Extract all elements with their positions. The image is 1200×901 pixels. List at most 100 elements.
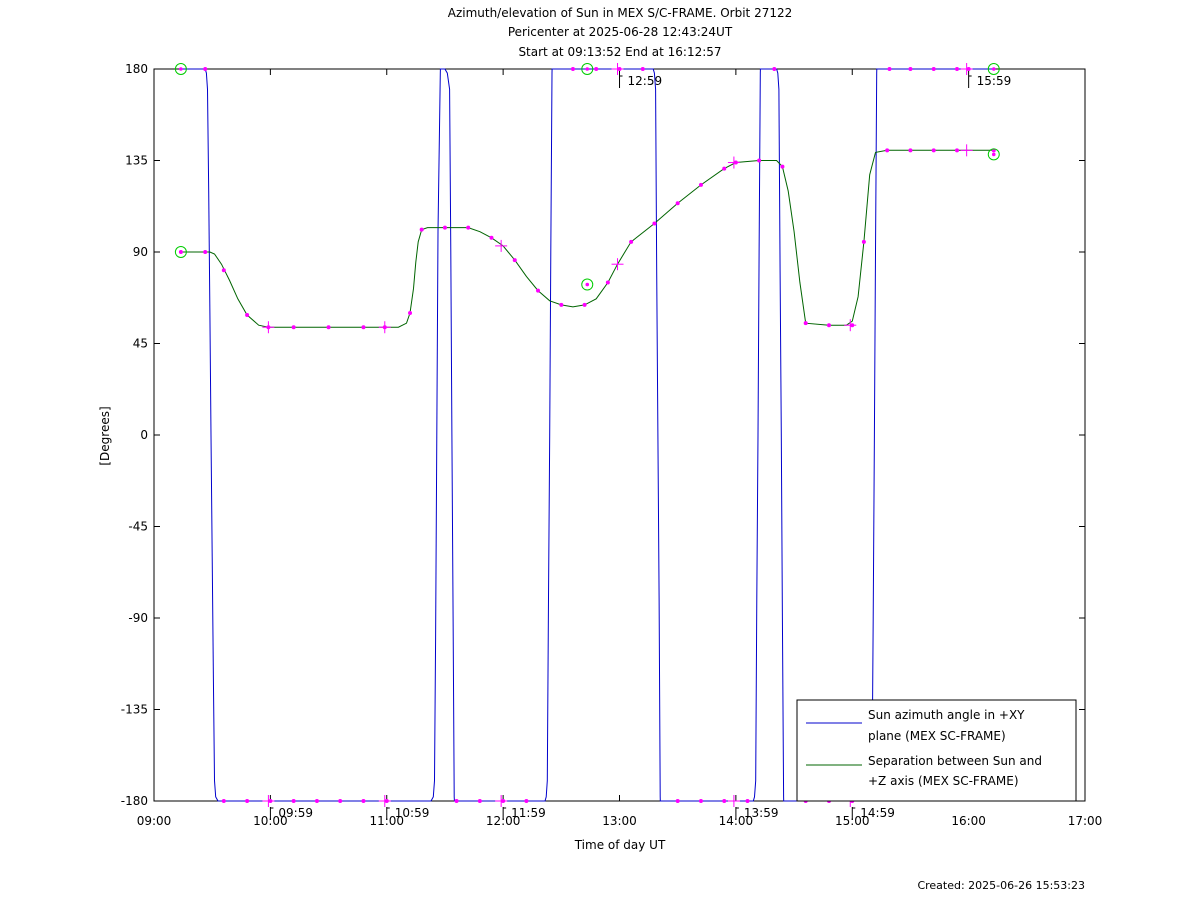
azimuth-marker-point bbox=[245, 799, 250, 803]
separation-marker-point bbox=[931, 148, 936, 153]
separation-marker-point bbox=[861, 239, 866, 244]
azimuth-marker-point bbox=[698, 799, 703, 803]
event-circle-center bbox=[179, 67, 183, 71]
x-axis-label: Time of day UT bbox=[574, 838, 666, 852]
created-timestamp: Created: 2025-06-26 15:53:23 bbox=[917, 879, 1085, 892]
separation-marker-point bbox=[675, 201, 680, 206]
separation-marker-point bbox=[361, 325, 366, 330]
event-circle-center bbox=[585, 67, 590, 71]
separation-marker-point bbox=[419, 227, 424, 232]
plot-frame bbox=[153, 68, 1086, 802]
time-annotation-label: 12:59 bbox=[628, 74, 663, 88]
y-tick-label: 45 bbox=[133, 337, 148, 351]
azimuth-marker-point bbox=[745, 799, 750, 803]
x-tick-label: 12:00 bbox=[486, 814, 521, 828]
series-line-azimuth bbox=[180, 68, 994, 802]
azimuth-marker-point bbox=[203, 67, 208, 71]
azimuth-marker-point bbox=[772, 67, 777, 71]
series-line-separation bbox=[180, 149, 994, 328]
azimuth-marker-point bbox=[908, 67, 913, 71]
azimuth-marker-point bbox=[954, 67, 959, 71]
x-tick-label: 09:00 bbox=[137, 814, 172, 828]
separation-marker-point bbox=[885, 148, 890, 153]
separation-marker-point bbox=[908, 148, 913, 153]
separation-marker-point bbox=[698, 182, 703, 187]
x-tick-label: 16:00 bbox=[951, 814, 986, 828]
separation-marker-point bbox=[489, 235, 494, 240]
event-circle bbox=[581, 278, 594, 291]
x-tick-label: 14:00 bbox=[719, 814, 754, 828]
separation-marker-point bbox=[826, 323, 831, 328]
y-tick-label: -45 bbox=[128, 520, 148, 534]
time-annotation-label: 10:59 bbox=[395, 806, 430, 820]
time-annotation-label: 14:59 bbox=[860, 806, 895, 820]
y-tick-label: -90 bbox=[128, 611, 148, 625]
separation-marker-point bbox=[629, 239, 634, 244]
azimuth-marker-point bbox=[594, 67, 599, 71]
legend-label-azimuth-line-2: plane (MEX SC-FRAME) bbox=[868, 729, 1006, 743]
x-tick-label: 13:00 bbox=[602, 814, 637, 828]
azimuth-marker-point bbox=[722, 799, 727, 803]
azimuth-marker-point bbox=[570, 67, 575, 71]
separation-marker-point bbox=[466, 225, 471, 230]
event-circle-center bbox=[991, 67, 996, 71]
time-annotation-label: 15:59 bbox=[977, 74, 1012, 88]
separation-marker-point bbox=[326, 325, 331, 330]
event-circle bbox=[174, 246, 187, 258]
azimuth-marker-point bbox=[887, 67, 892, 71]
time-annotation-label: 11:59 bbox=[511, 806, 546, 820]
separation-marker-point bbox=[582, 302, 587, 307]
x-tick-label: 15:00 bbox=[835, 814, 870, 828]
separation-marker-point bbox=[203, 250, 208, 254]
separation-marker-point bbox=[722, 166, 727, 171]
plot-area: 09:00 10:00 11:00 12:00 13:00 14:00 15:00 16:00… bbox=[121, 62, 1103, 828]
chart-title-line-3: Start at 09:13:52 End at 16:12:57 bbox=[518, 45, 721, 59]
legend-label-azimuth-line-1: Sun azimuth angle in +XY bbox=[868, 708, 1025, 722]
x-tick-label: 17:00 bbox=[1068, 814, 1103, 828]
azimuth-marker-point bbox=[477, 799, 482, 803]
legend-label-separation-line-1: Separation between Sun and bbox=[868, 754, 1042, 768]
event-circle bbox=[987, 63, 1000, 75]
azimuth-marker-point bbox=[524, 799, 529, 803]
y-tick-label: 180 bbox=[125, 62, 148, 76]
x-tick-label: 10:00 bbox=[253, 814, 288, 828]
event-circle-center bbox=[179, 250, 183, 254]
time-annotation-label: 09:59 bbox=[278, 806, 313, 820]
y-tick-label: 90 bbox=[133, 245, 148, 259]
separation-marker-point bbox=[559, 302, 564, 307]
separation-marker-point bbox=[408, 311, 413, 315]
y-tick-label: -135 bbox=[121, 703, 148, 717]
azimuth-marker-point bbox=[291, 799, 296, 803]
event-circle bbox=[581, 63, 594, 75]
separation-marker-point bbox=[757, 158, 762, 163]
azimuth-marker-point bbox=[931, 67, 936, 71]
azimuth-marker-point bbox=[640, 67, 645, 71]
separation-marker-point bbox=[780, 164, 785, 169]
y-tick-label: 135 bbox=[125, 154, 148, 168]
event-circle bbox=[174, 63, 187, 75]
legend: Sun azimuth angle in +XY plane (MEX SC-F… bbox=[796, 699, 1077, 802]
separation-marker-point bbox=[803, 321, 808, 326]
event-circle bbox=[987, 148, 1000, 161]
legend-label-separation-line-2: +Z axis (MEX SC-FRAME) bbox=[868, 774, 1019, 788]
legend-box bbox=[796, 699, 1077, 802]
separation-marker-point bbox=[536, 288, 541, 293]
separation-marker-point bbox=[442, 225, 447, 230]
chart-title-line-1: Azimuth/elevation of Sun in MEX S/C-FRAM… bbox=[448, 6, 793, 20]
azimuth-marker-point bbox=[338, 799, 343, 803]
separation-marker-point bbox=[221, 268, 226, 273]
separation-marker-point bbox=[954, 148, 959, 153]
azimuth-marker-point bbox=[361, 799, 366, 803]
y-tick-label: 0 bbox=[140, 428, 148, 442]
azimuth-marker-point bbox=[221, 799, 226, 803]
y-axis-label: [Degrees] bbox=[98, 406, 112, 465]
event-circle-center bbox=[991, 152, 996, 157]
event-circle-center bbox=[585, 282, 590, 287]
azimuth-marker-point bbox=[314, 799, 319, 803]
separation-marker-point bbox=[512, 258, 517, 263]
separation-marker-point bbox=[652, 221, 657, 226]
azimuth-marker-point bbox=[675, 799, 680, 803]
separation-marker-point bbox=[291, 325, 296, 330]
time-annotation-label: 13:59 bbox=[744, 806, 779, 820]
